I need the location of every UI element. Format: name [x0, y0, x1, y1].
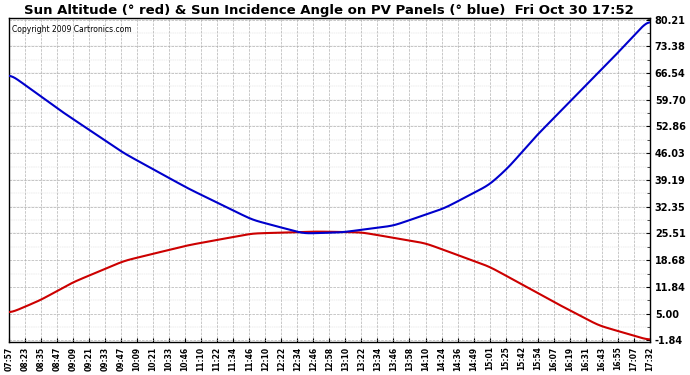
Text: Copyright 2009 Cartronics.com: Copyright 2009 Cartronics.com	[12, 25, 132, 34]
Title: Sun Altitude (° red) & Sun Incidence Angle on PV Panels (° blue)  Fri Oct 30 17:: Sun Altitude (° red) & Sun Incidence Ang…	[24, 4, 634, 17]
